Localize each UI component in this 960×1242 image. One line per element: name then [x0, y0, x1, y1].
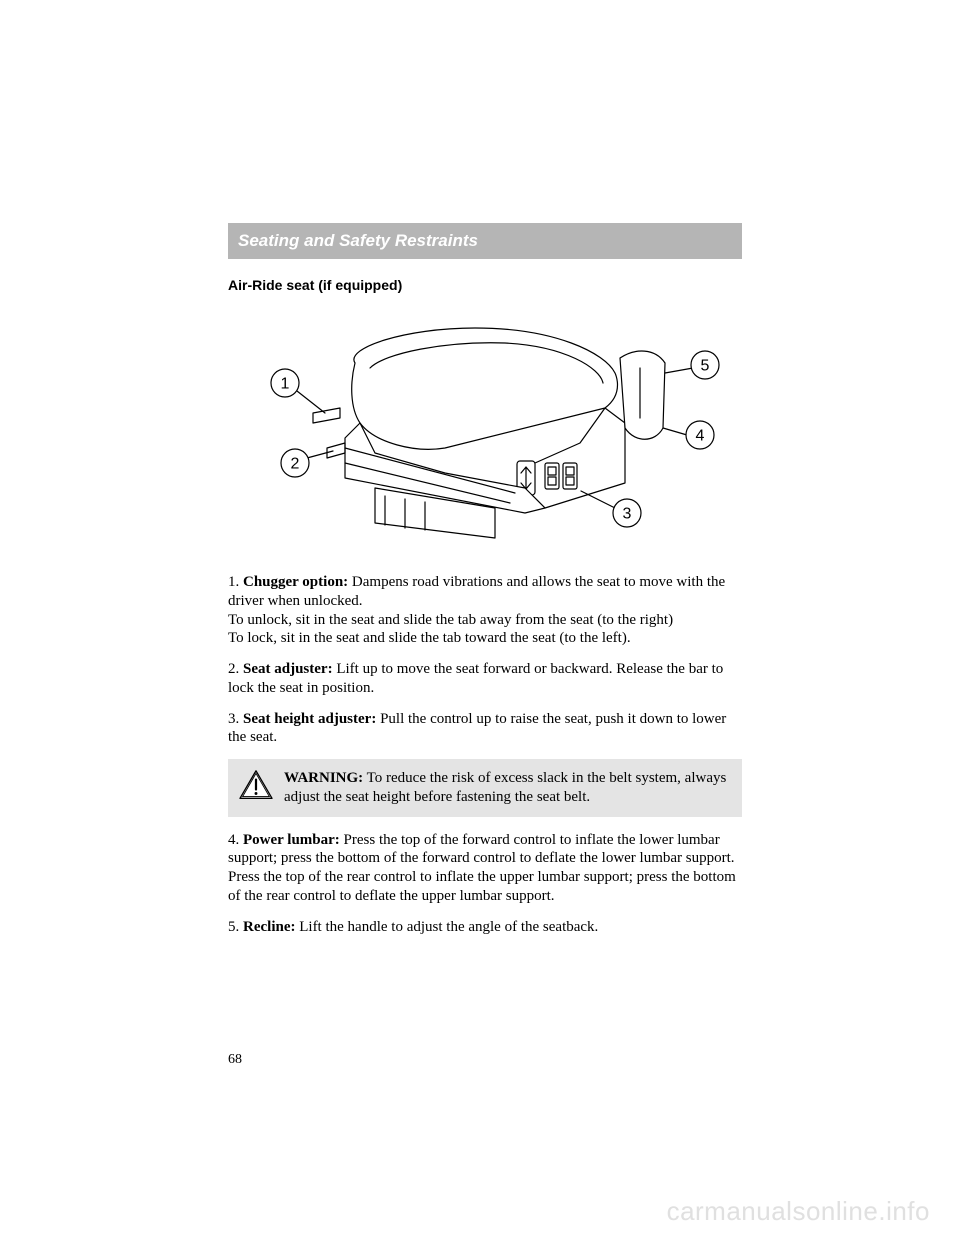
item-4-num: 4.	[228, 832, 243, 848]
item-1-text-b: To unlock, sit in the seat and slide the…	[228, 612, 673, 628]
page-number: 68	[228, 1052, 242, 1068]
page-content: Seating and Safety Restraints Air-Ride s…	[228, 223, 742, 948]
warning-text: WARNING: To reduce the risk of excess sl…	[284, 769, 732, 807]
seat-diagram: 1 2 3 4 5	[228, 313, 742, 543]
item-5-text-a: Lift the handle to adjust the angle of t…	[295, 919, 598, 935]
seat-illustration: 1 2 3 4 5	[245, 313, 725, 543]
item-2: 2. Seat adjuster: Lift up to move the se…	[228, 660, 742, 698]
item-4: 4. Power lumbar: Press the top of the fo…	[228, 831, 742, 906]
svg-text:2: 2	[291, 456, 300, 473]
callout-1: 1	[271, 369, 299, 397]
callout-5: 5	[691, 351, 719, 379]
item-1-label: Chugger option:	[243, 574, 348, 590]
callout-3: 3	[613, 499, 641, 527]
item-3-label: Seat height adjuster:	[243, 711, 376, 727]
item-5: 5. Recline: Lift the handle to adjust th…	[228, 918, 742, 937]
item-3-num: 3.	[228, 711, 243, 727]
svg-text:3: 3	[623, 506, 632, 523]
svg-text:5: 5	[701, 358, 710, 375]
item-4-label: Power lumbar:	[243, 832, 340, 848]
item-3: 3. Seat height adjuster: Pull the contro…	[228, 710, 742, 748]
section-title: Seating and Safety Restraints	[238, 231, 478, 250]
item-2-label: Seat adjuster:	[243, 661, 333, 677]
item-1-num: 1.	[228, 574, 243, 590]
subheading: Air-Ride seat (if equipped)	[228, 277, 742, 293]
item-4-text-b: Press the top of the rear control to inf…	[228, 869, 736, 904]
item-1-text-c: To lock, sit in the seat and slide the t…	[228, 630, 631, 646]
warning-box: WARNING: To reduce the risk of excess sl…	[228, 759, 742, 817]
watermark: carmanualsonline.info	[667, 1196, 930, 1227]
item-2-num: 2.	[228, 661, 243, 677]
svg-text:4: 4	[696, 428, 705, 445]
warning-triangle-icon	[238, 769, 274, 801]
item-1: 1. Chugger option: Dampens road vibratio…	[228, 573, 742, 648]
callout-2: 2	[281, 449, 309, 477]
item-5-num: 5.	[228, 919, 243, 935]
callout-4: 4	[686, 421, 714, 449]
section-header-bar: Seating and Safety Restraints	[228, 223, 742, 259]
item-5-label: Recline:	[243, 919, 295, 935]
svg-text:1: 1	[281, 376, 290, 393]
warning-label: WARNING:	[284, 770, 363, 786]
